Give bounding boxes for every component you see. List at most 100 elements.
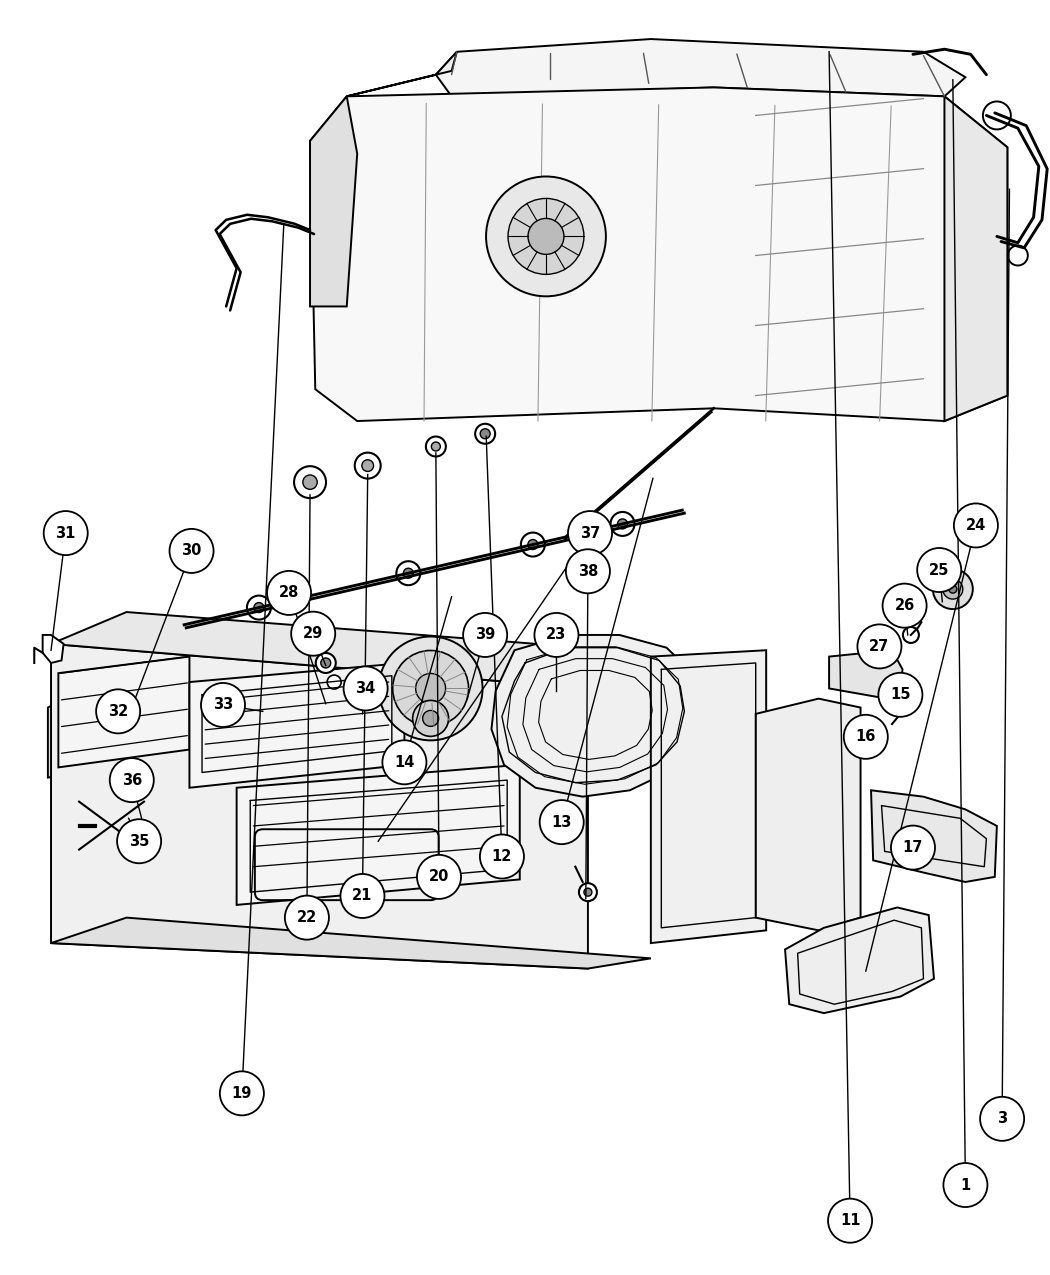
Circle shape <box>953 504 997 547</box>
Circle shape <box>403 569 414 578</box>
Circle shape <box>97 690 140 733</box>
Circle shape <box>316 653 336 673</box>
Text: 13: 13 <box>551 815 572 830</box>
Circle shape <box>423 710 439 727</box>
Circle shape <box>932 569 972 609</box>
Text: 30: 30 <box>182 543 202 558</box>
Text: 22: 22 <box>297 910 317 926</box>
Circle shape <box>426 436 446 456</box>
Circle shape <box>480 428 490 439</box>
Polygon shape <box>66 835 83 867</box>
Text: 15: 15 <box>890 687 910 703</box>
Polygon shape <box>310 88 1007 421</box>
Circle shape <box>828 1198 873 1243</box>
Text: 35: 35 <box>129 834 149 849</box>
Polygon shape <box>491 635 698 797</box>
Circle shape <box>346 695 378 727</box>
Circle shape <box>44 511 88 555</box>
Bar <box>75 797 149 854</box>
Polygon shape <box>756 699 861 931</box>
Circle shape <box>521 533 545 556</box>
Circle shape <box>379 636 483 741</box>
Polygon shape <box>830 650 903 699</box>
Polygon shape <box>785 908 933 1014</box>
Circle shape <box>980 1096 1024 1141</box>
Circle shape <box>943 1163 987 1207</box>
Text: 34: 34 <box>356 681 376 696</box>
Polygon shape <box>51 644 588 969</box>
Circle shape <box>949 585 957 593</box>
Text: 39: 39 <box>475 627 496 643</box>
Circle shape <box>382 741 426 784</box>
Polygon shape <box>43 635 64 663</box>
Circle shape <box>943 579 963 599</box>
Circle shape <box>343 667 387 710</box>
Polygon shape <box>66 699 200 775</box>
Bar <box>77 733 136 741</box>
Circle shape <box>463 613 507 657</box>
Circle shape <box>169 529 213 572</box>
Circle shape <box>355 453 381 478</box>
Circle shape <box>617 519 628 529</box>
Bar <box>77 710 136 718</box>
Circle shape <box>432 442 440 451</box>
Circle shape <box>291 612 335 655</box>
Circle shape <box>416 673 445 704</box>
Text: 37: 37 <box>580 525 601 541</box>
Polygon shape <box>48 699 66 778</box>
Circle shape <box>486 176 606 296</box>
Circle shape <box>528 218 564 255</box>
Circle shape <box>540 801 584 844</box>
Text: 11: 11 <box>840 1214 860 1228</box>
Circle shape <box>247 595 271 620</box>
Polygon shape <box>872 790 996 882</box>
Circle shape <box>858 625 902 668</box>
Text: 29: 29 <box>303 626 323 641</box>
Text: 17: 17 <box>903 840 923 856</box>
Polygon shape <box>944 97 1007 421</box>
Circle shape <box>566 550 610 593</box>
Text: 32: 32 <box>108 704 128 719</box>
Circle shape <box>396 561 420 585</box>
Polygon shape <box>51 918 651 969</box>
Text: 24: 24 <box>966 518 986 533</box>
Polygon shape <box>51 612 651 689</box>
Polygon shape <box>651 650 766 944</box>
Circle shape <box>294 467 325 499</box>
FancyArrow shape <box>96 821 109 830</box>
Circle shape <box>340 873 384 918</box>
Text: 28: 28 <box>279 585 299 601</box>
Circle shape <box>528 539 538 550</box>
Circle shape <box>285 895 329 940</box>
Text: 12: 12 <box>491 849 512 864</box>
Text: 16: 16 <box>856 729 876 745</box>
Text: 3: 3 <box>998 1112 1007 1126</box>
Circle shape <box>883 584 926 627</box>
Circle shape <box>579 884 596 901</box>
Circle shape <box>118 820 161 863</box>
Circle shape <box>219 1071 264 1116</box>
Circle shape <box>584 889 592 896</box>
Circle shape <box>254 603 264 612</box>
Polygon shape <box>436 40 965 97</box>
Circle shape <box>413 700 448 737</box>
Circle shape <box>267 571 311 615</box>
Circle shape <box>568 511 612 555</box>
Circle shape <box>918 548 961 592</box>
Circle shape <box>844 715 888 759</box>
Circle shape <box>879 673 922 717</box>
Text: 38: 38 <box>578 564 598 579</box>
Polygon shape <box>176 752 226 826</box>
Circle shape <box>610 513 634 536</box>
Bar <box>77 751 136 759</box>
Circle shape <box>903 627 919 643</box>
Text: 25: 25 <box>929 562 949 578</box>
Circle shape <box>110 759 153 802</box>
Text: 23: 23 <box>546 627 567 643</box>
Circle shape <box>328 674 341 688</box>
Circle shape <box>320 658 331 668</box>
Circle shape <box>476 423 496 444</box>
Text: 1: 1 <box>961 1178 970 1192</box>
Text: 31: 31 <box>56 525 76 541</box>
Text: 27: 27 <box>869 639 889 654</box>
